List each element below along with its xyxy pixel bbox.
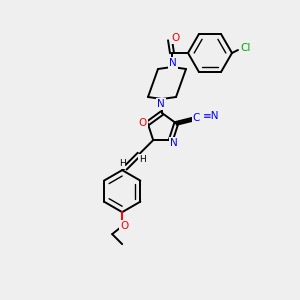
Text: H: H [139, 154, 146, 164]
Text: Cl: Cl [241, 43, 251, 53]
Text: C: C [193, 113, 200, 123]
Text: N: N [157, 99, 165, 109]
Text: O: O [171, 33, 179, 43]
Text: N: N [169, 58, 177, 68]
Text: H: H [119, 159, 126, 168]
Text: O: O [139, 118, 147, 128]
Text: ≡N: ≡N [203, 111, 220, 122]
Text: O: O [120, 221, 128, 231]
Text: N: N [170, 138, 178, 148]
